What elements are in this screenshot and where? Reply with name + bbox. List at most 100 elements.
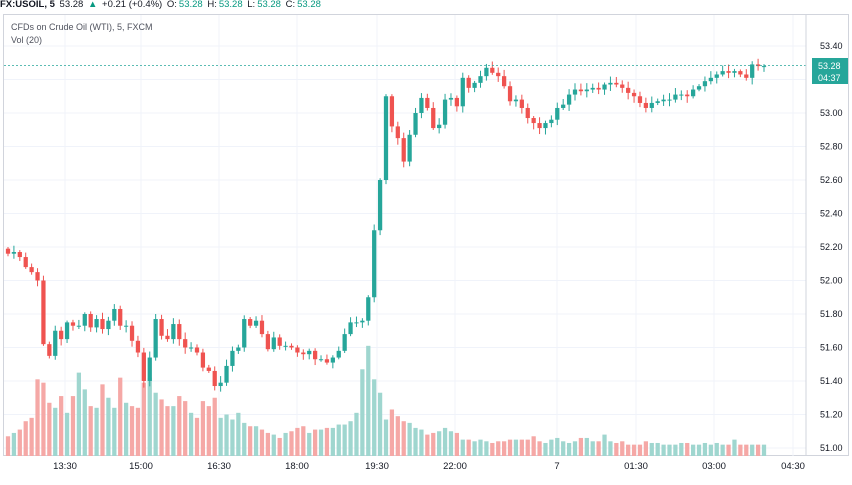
price-change: +0.21 (+0.4%): [102, 0, 163, 10]
volume-bar: [478, 439, 483, 456]
candle-body: [70, 322, 76, 326]
candle-body: [566, 94, 572, 105]
volume-bar: [135, 407, 141, 456]
x-tick-label: 03:00: [702, 461, 726, 472]
candle-body: [307, 350, 312, 355]
volume-bar: [631, 444, 637, 456]
y-tick-label: 51.00: [820, 443, 843, 453]
high-value: 53.28: [218, 0, 243, 10]
volume-bar: [11, 432, 17, 456]
volume-bar: [248, 426, 253, 456]
candle-body: [47, 344, 52, 356]
x-tick-label: 13:30: [53, 461, 77, 472]
volume-bar: [271, 434, 276, 456]
volume-bar: [59, 396, 64, 456]
x-tick-label: 18:00: [285, 461, 309, 472]
volume-bar: [88, 406, 93, 456]
candle-body: [596, 87, 601, 90]
candle-body: [324, 359, 330, 363]
volume-bar: [324, 427, 330, 456]
last-price: 53.28: [59, 0, 84, 10]
candle-body: [395, 126, 400, 139]
volume-bar: [732, 439, 737, 456]
candle-body: [76, 325, 82, 327]
candle-body: [578, 89, 584, 92]
volume-bar: [454, 432, 460, 456]
y-tick-label: 53.00: [820, 108, 843, 118]
candle-body: [555, 107, 560, 120]
volume-bar: [708, 444, 713, 456]
volume-bar: [401, 421, 406, 456]
volume-bar: [330, 427, 335, 456]
candle-body: [342, 334, 347, 351]
candle-body: [100, 319, 105, 330]
candle-body: [253, 320, 259, 326]
volume-bar: [236, 412, 241, 456]
candle-body: [218, 382, 223, 387]
candle-body: [354, 322, 359, 324]
candle-body: [679, 94, 684, 96]
candle-body: [484, 67, 489, 77]
countdown-value: 04:37: [818, 73, 841, 83]
candle-body: [318, 359, 324, 361]
volume-bar: [307, 432, 312, 456]
candle-body: [419, 97, 424, 113]
volume-bar: [578, 437, 584, 456]
volume-bar: [431, 432, 436, 456]
candle-body: [94, 319, 99, 328]
candle-body: [531, 118, 536, 124]
candle-body: [720, 71, 725, 75]
candle-body: [165, 335, 170, 340]
candle-body: [159, 319, 164, 336]
volume-bar: [224, 414, 229, 456]
candle-body: [123, 325, 129, 327]
volume-bar: [608, 441, 613, 456]
candle-body: [295, 347, 300, 353]
candle-body: [761, 66, 767, 68]
candle-body: [513, 99, 519, 102]
volume-bar: [696, 444, 702, 456]
volume-bar: [253, 426, 259, 456]
candle-body: [271, 337, 276, 350]
volume-bar: [265, 432, 271, 456]
y-tick-label: 52.20: [820, 242, 843, 252]
x-tick-label: 22:00: [443, 461, 467, 472]
volume-bar: [348, 421, 353, 456]
candle-body: [454, 97, 460, 107]
volume-bar: [561, 441, 566, 456]
candle-body: [667, 99, 672, 101]
volume-bar: [726, 444, 731, 456]
candle-body: [655, 101, 660, 103]
volume-bar: [437, 431, 442, 456]
candle-body: [64, 322, 70, 340]
volume-bar: [537, 441, 542, 456]
volume-bar: [442, 427, 448, 456]
candle-body: [673, 94, 678, 100]
candle-body: [602, 84, 607, 90]
volume-bar: [555, 437, 560, 456]
open-label: O:: [166, 0, 177, 10]
volume-bar: [590, 441, 595, 456]
y-tick-label: 51.80: [820, 309, 843, 319]
volume-bar: [70, 396, 76, 456]
candle-body: [283, 345, 288, 347]
x-tick-label: 19:30: [365, 461, 389, 472]
y-tick-label: 53.40: [820, 41, 843, 51]
candle-body: [106, 320, 111, 330]
y-tick-label: 51.20: [820, 410, 843, 420]
volume-bar: [141, 382, 146, 456]
volume-bar: [720, 444, 725, 456]
symbol-label[interactable]: FX:USOIL, 5: [0, 0, 55, 10]
candle-body: [242, 319, 247, 348]
volume-bar: [543, 442, 548, 456]
candle-body: [608, 82, 613, 85]
candle-body: [230, 350, 235, 366]
candle-body: [755, 64, 761, 67]
candle-body: [496, 72, 501, 77]
volume-bar: [566, 442, 572, 456]
candle-body: [620, 84, 625, 88]
candle-body: [372, 230, 377, 298]
volume-bar: [643, 441, 649, 456]
volume-bar: [496, 441, 501, 456]
